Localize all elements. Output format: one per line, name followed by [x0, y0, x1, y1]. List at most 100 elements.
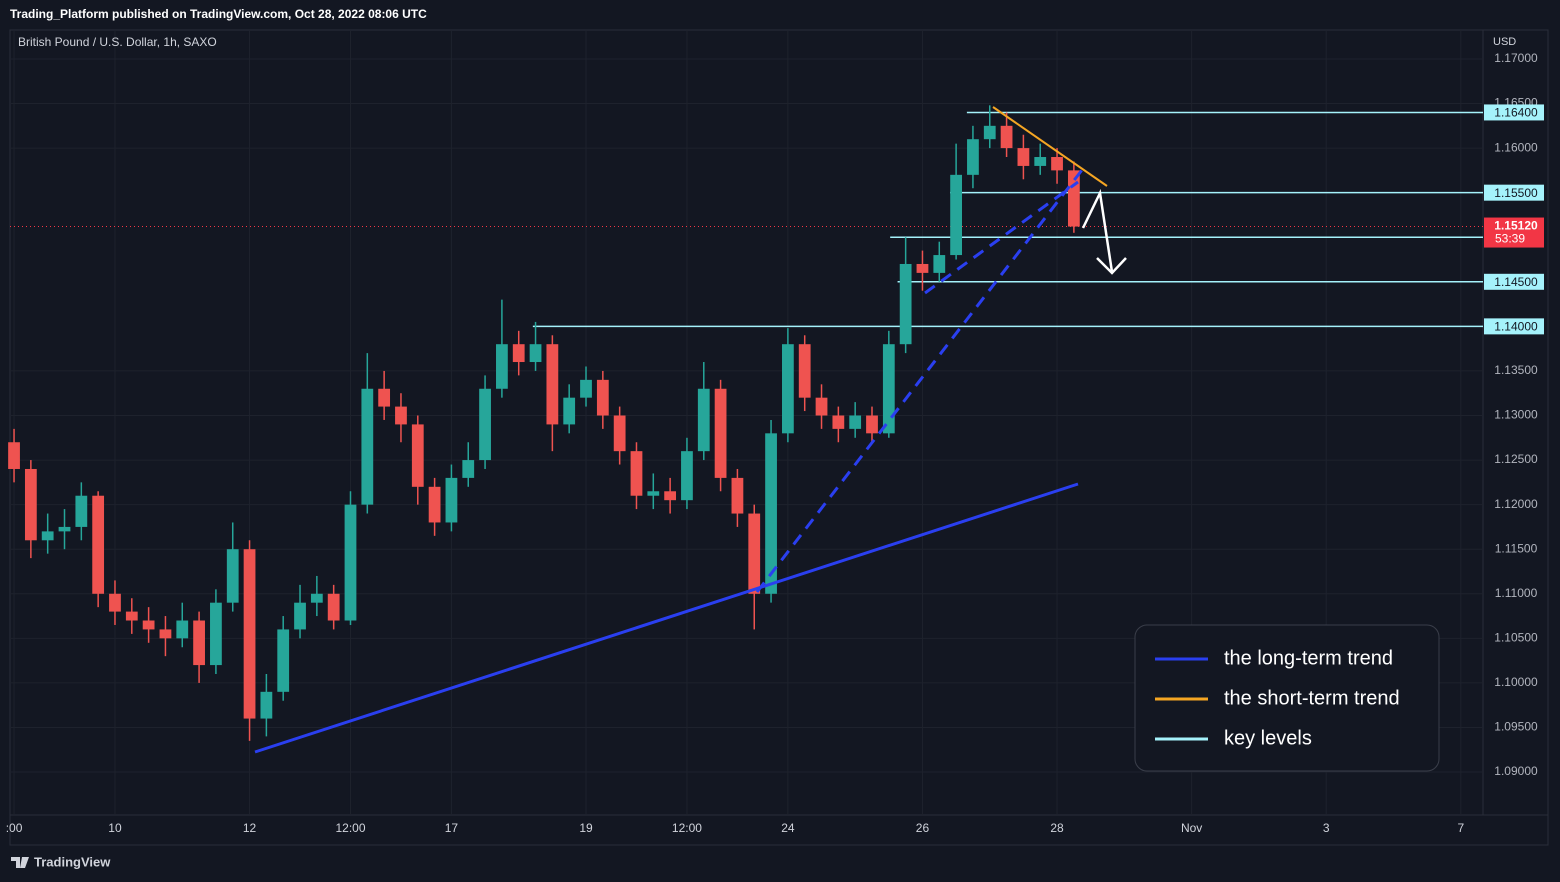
y-tick-label: 1.12500	[1494, 452, 1538, 466]
candle-body	[781, 344, 794, 434]
key-level-label: 1.15500	[1494, 186, 1538, 200]
candle-body	[832, 415, 845, 429]
y-tick-label: 1.10000	[1494, 675, 1538, 689]
key-level-label: 1.16400	[1494, 106, 1538, 120]
short-term-trend-line	[992, 106, 1108, 187]
candle-body	[58, 526, 71, 532]
candle-body	[815, 397, 828, 416]
candle-body	[933, 255, 946, 273]
candle-body	[125, 611, 138, 621]
y-tick-label: 1.13500	[1494, 363, 1538, 377]
key-level-tag	[1484, 318, 1544, 335]
x-tick-label: 12:00	[335, 821, 365, 835]
candle-body	[866, 415, 878, 434]
candle-body	[748, 513, 761, 594]
candle-body	[1067, 170, 1080, 227]
candle-body	[563, 397, 576, 425]
candle-body	[92, 495, 105, 594]
candle-body	[24, 468, 37, 541]
y-tick-label: 1.10500	[1494, 631, 1538, 645]
candle-body	[210, 602, 222, 666]
candle-body	[176, 620, 189, 639]
candle-body	[916, 263, 929, 273]
candle-body	[361, 388, 374, 505]
y-tick-label: 1.11500	[1495, 541, 1538, 555]
long-term-trend-line	[254, 482, 1079, 754]
footer-brand: TradingView	[34, 854, 111, 869]
trend-channel-line	[755, 169, 1084, 593]
key-level-label: 1.14500	[1494, 275, 1538, 289]
candle-body	[849, 415, 862, 429]
candle-body	[681, 451, 693, 501]
x-tick-label: Nov	[1181, 821, 1202, 835]
candle-body	[75, 495, 88, 527]
candle-body	[1051, 157, 1063, 171]
publish-header: Trading_Platform published on TradingVie…	[10, 7, 427, 21]
y-tick-label: 1.09000	[1494, 764, 1538, 778]
legend-label: the short-term trend	[1224, 687, 1400, 709]
candle-body	[1017, 148, 1030, 166]
candle-body	[983, 125, 996, 140]
key-level-tag	[1484, 273, 1544, 290]
trend-channel-line	[924, 180, 1079, 295]
x-tick-label: 7	[1457, 821, 1464, 835]
y-tick-label: 1.11000	[1495, 586, 1538, 600]
candle-body	[411, 424, 424, 487]
candle-body	[8, 442, 20, 469]
candle-body	[41, 531, 54, 541]
candle-body	[294, 602, 306, 630]
x-tick-label: 24	[781, 821, 795, 835]
candle-body	[1034, 157, 1047, 166]
last-price-label: 1.15120	[1494, 219, 1538, 233]
candle-body	[950, 174, 962, 256]
candle-body	[226, 549, 239, 603]
candle-body	[344, 504, 357, 621]
candle-body	[647, 491, 660, 496]
countdown-label: 53:39	[1495, 232, 1525, 246]
x-tick-label: 17	[445, 821, 459, 835]
x-tick-label: 12	[243, 821, 257, 835]
candle-body	[327, 593, 340, 621]
candle-body	[714, 388, 727, 478]
key-level-tag	[1484, 184, 1544, 201]
candle-body	[395, 406, 407, 425]
candle-body	[243, 549, 256, 719]
candle-body	[193, 620, 205, 666]
candle-body	[731, 477, 744, 514]
y-tick-label: 1.16000	[1494, 140, 1538, 154]
candle-body	[428, 486, 441, 523]
candle-body	[462, 460, 475, 478]
candle-body	[260, 691, 273, 719]
candle-body	[546, 344, 559, 425]
arrow-head	[1096, 257, 1127, 275]
key-level-label: 1.14000	[1494, 320, 1538, 334]
last-price-tag	[1484, 217, 1544, 248]
candle-body	[798, 344, 811, 398]
projection-arrow	[1081, 188, 1114, 273]
y-tick-label: 1.12000	[1494, 497, 1538, 511]
candle-body	[512, 344, 525, 363]
candle-body	[630, 451, 643, 496]
candle-body	[899, 263, 912, 345]
legend-box	[1134, 624, 1440, 772]
legend-label: key levels	[1224, 727, 1312, 749]
candle-body	[613, 415, 626, 452]
candle-body	[159, 629, 172, 639]
candle-body	[529, 344, 542, 363]
candle-body	[142, 620, 155, 630]
x-tick-label: :00	[6, 821, 23, 835]
x-tick-label: 10	[108, 821, 122, 835]
candle-body	[277, 629, 290, 692]
candle-body	[765, 433, 777, 594]
candle-body	[496, 344, 508, 389]
x-tick-label: 12:00	[672, 821, 702, 835]
y-tick-label: 1.17000	[1494, 51, 1538, 65]
candle-body	[310, 593, 323, 603]
candle-body	[109, 593, 121, 612]
candle-body	[378, 388, 391, 407]
candle-body	[596, 379, 609, 416]
x-tick-label: 19	[579, 821, 593, 835]
candle-body	[1000, 125, 1013, 149]
